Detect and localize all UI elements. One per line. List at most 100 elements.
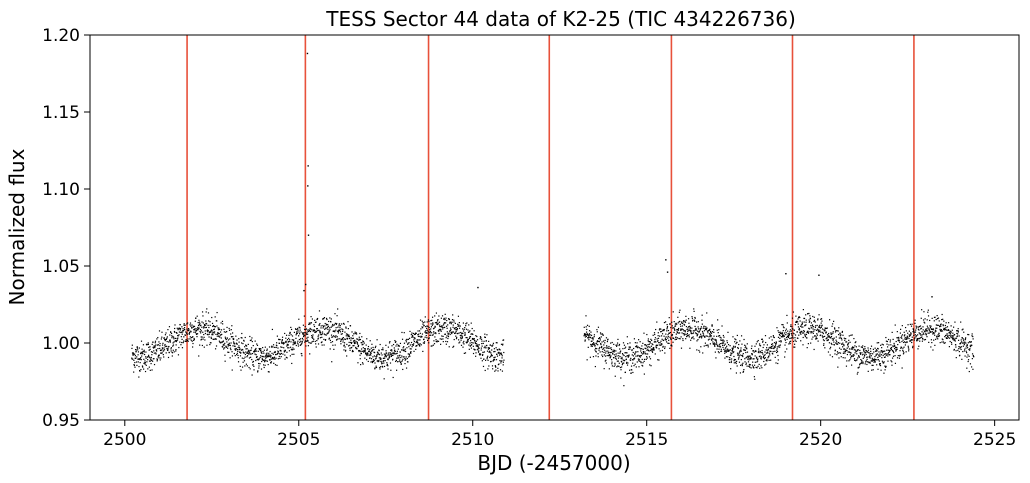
data-point <box>952 338 954 341</box>
data-point <box>730 368 732 370</box>
data-point <box>813 348 815 351</box>
data-point <box>588 335 590 337</box>
data-point <box>844 350 847 353</box>
data-point <box>430 328 432 330</box>
data-point <box>268 352 270 354</box>
data-point <box>372 349 374 351</box>
data-point <box>395 353 397 355</box>
data-point <box>278 338 280 341</box>
data-point <box>493 348 495 350</box>
data-point <box>207 324 209 327</box>
data-point <box>339 331 342 333</box>
data-point <box>293 331 296 333</box>
data-point <box>954 337 956 339</box>
data-point <box>585 326 587 328</box>
data-point <box>304 335 306 337</box>
data-point <box>453 319 455 321</box>
data-point <box>351 331 353 333</box>
data-point <box>420 344 422 346</box>
data-point <box>201 311 204 313</box>
data-point <box>480 336 482 338</box>
data-point <box>900 346 902 349</box>
data-point <box>940 330 943 332</box>
data-point <box>254 349 256 351</box>
data-point <box>806 337 808 339</box>
data-point <box>686 332 689 335</box>
data-point <box>236 339 238 341</box>
data-point <box>745 347 748 349</box>
data-point <box>497 349 499 351</box>
data-point <box>633 358 635 360</box>
data-point <box>296 331 298 333</box>
data-point <box>211 322 214 325</box>
data-point <box>313 329 315 331</box>
data-point <box>924 318 926 320</box>
data-point <box>861 361 863 363</box>
data-point <box>457 325 459 327</box>
data-point <box>764 351 766 353</box>
data-point <box>835 342 837 344</box>
data-point <box>791 336 793 339</box>
data-point <box>407 353 409 355</box>
data-point <box>591 344 593 346</box>
data-point <box>853 358 856 360</box>
data-point <box>833 344 835 346</box>
data-point <box>223 348 225 350</box>
data-point <box>789 330 791 333</box>
data-point <box>182 330 185 332</box>
data-point <box>610 348 613 351</box>
data-point <box>140 351 142 353</box>
data-point <box>158 354 160 356</box>
data-point <box>422 323 424 325</box>
data-point <box>359 338 362 341</box>
data-point <box>147 342 149 344</box>
data-point <box>389 356 391 358</box>
data-point <box>894 347 896 350</box>
data-point <box>762 340 764 342</box>
data-point <box>646 349 648 351</box>
data-point <box>463 343 465 345</box>
data-point <box>860 358 862 361</box>
data-point <box>191 340 193 342</box>
data-point <box>906 341 908 343</box>
data-point <box>411 334 414 337</box>
data-point <box>347 345 350 347</box>
data-point <box>426 327 428 330</box>
data-point <box>972 368 974 370</box>
data-point <box>954 338 956 341</box>
data-point <box>798 316 800 318</box>
data-point <box>616 344 618 346</box>
data-point <box>207 331 209 333</box>
data-point <box>345 326 347 328</box>
data-point <box>216 320 218 322</box>
data-point <box>761 349 763 352</box>
data-point <box>449 321 451 323</box>
data-point <box>720 348 722 350</box>
data-point <box>934 329 937 331</box>
data-point <box>604 339 606 341</box>
data-point <box>405 356 407 358</box>
data-point <box>462 330 465 332</box>
data-point <box>938 335 941 337</box>
data-point <box>500 362 502 364</box>
data-point <box>674 329 676 331</box>
data-point <box>447 335 450 338</box>
data-point <box>178 331 180 333</box>
data-point <box>895 346 897 349</box>
data-point <box>856 350 858 352</box>
data-point <box>721 339 723 341</box>
data-point <box>185 331 187 333</box>
data-point <box>334 336 337 338</box>
data-point <box>918 337 920 340</box>
data-point <box>597 356 599 358</box>
data-point <box>298 338 300 341</box>
data-point <box>161 331 163 333</box>
data-point <box>166 347 168 350</box>
data-point <box>305 345 307 347</box>
data-point <box>263 352 265 354</box>
data-point <box>747 356 749 358</box>
data-point <box>256 355 258 358</box>
data-point <box>675 338 678 340</box>
data-point <box>928 332 930 334</box>
data-point <box>221 320 224 323</box>
